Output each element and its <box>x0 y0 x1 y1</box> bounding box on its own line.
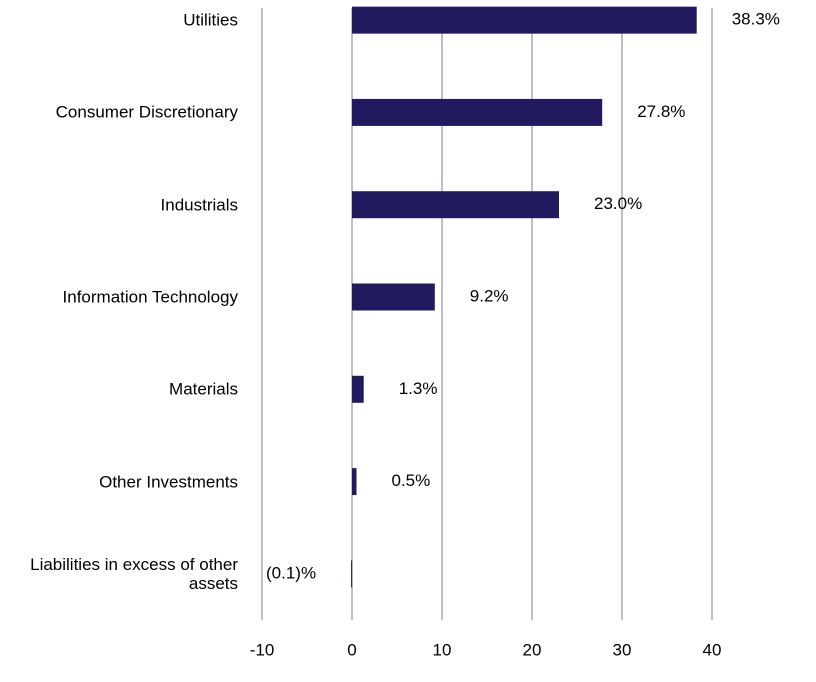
bar <box>352 468 357 496</box>
category-label: Utilities <box>183 10 238 30</box>
category-label: Liabilities in excess of other assets <box>30 554 238 593</box>
x-tick-label: 0 <box>347 640 356 659</box>
bar <box>352 98 603 126</box>
value-label: 23.0% <box>594 194 642 213</box>
x-tick-label: -10 <box>250 640 275 659</box>
value-label: (0.1)% <box>266 563 316 582</box>
x-tick-label: 40 <box>703 640 722 659</box>
x-tick-label: 30 <box>613 640 632 659</box>
x-tick-label: 10 <box>433 640 452 659</box>
category-label: Materials <box>169 379 238 399</box>
category-label: Industrials <box>160 195 238 215</box>
value-label: 9.2% <box>470 286 509 305</box>
category-label: Consumer Discretionary <box>55 102 238 122</box>
bar <box>352 6 697 34</box>
value-label: 27.8% <box>637 102 685 121</box>
category-label: Other Investments <box>99 472 238 492</box>
value-label: 0.5% <box>392 471 431 490</box>
bar <box>351 560 353 588</box>
bar <box>352 375 364 403</box>
x-tick-label: 20 <box>523 640 542 659</box>
value-label: 38.3% <box>732 10 780 29</box>
bar <box>352 283 435 311</box>
category-label: Information Technology <box>62 287 238 307</box>
bar <box>352 191 559 219</box>
value-label: 1.3% <box>399 379 438 398</box>
